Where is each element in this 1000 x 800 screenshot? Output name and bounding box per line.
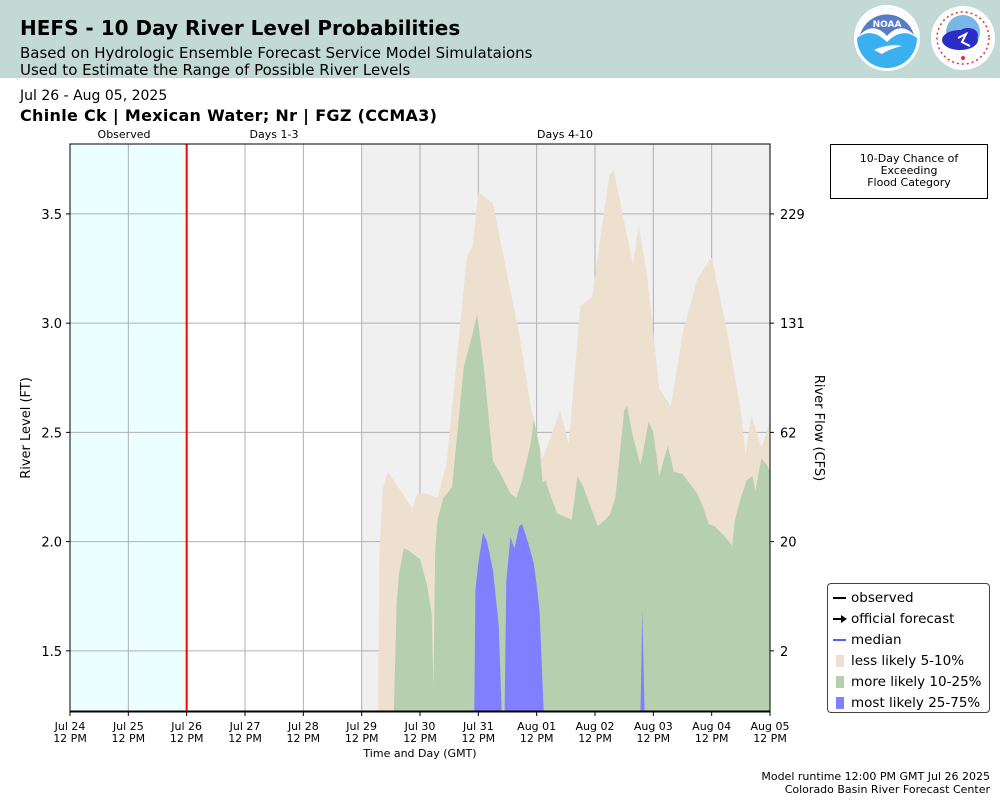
x-tick-label-date: Jul 25: [112, 720, 144, 733]
flood-box-line-3: Flood Category: [867, 176, 951, 189]
series-area-3: [640, 609, 645, 712]
forecast-center-note: Colorado Basin River Forecast Center: [784, 783, 990, 796]
y-tick-label: 2.5: [41, 426, 62, 441]
legend-item-observed: observed: [832, 587, 989, 608]
legend-item-median: median: [832, 629, 989, 650]
header-banner: HEFS - 10 Day River Level Probabilities …: [0, 0, 1000, 79]
x-tick-label-time: 12 PM: [637, 732, 671, 745]
legend-more-likely-patch-icon: [832, 675, 848, 689]
x-tick-label-time: 12 PM: [53, 732, 87, 745]
days-4-10-background: [361, 144, 770, 712]
x-tick-label-date: Jul 26: [170, 720, 202, 733]
page-subtitle-1: Based on Hydrologic Ensemble Forecast Se…: [20, 44, 533, 62]
y2-axis-label: River Flow (CFS): [811, 375, 826, 481]
legend-less-likely-patch-icon: [832, 654, 848, 668]
legend-label: less likely 5-10%: [851, 652, 965, 669]
x-tick-label-date: Aug 05: [751, 720, 790, 733]
legend-observed-line-icon: [832, 591, 848, 605]
flood-box-line-2: Exceeding: [880, 164, 938, 177]
plot-frame: [69, 143, 771, 713]
period-label-observed: Observed: [97, 128, 151, 141]
legend-item-official-forecast: official forecast: [832, 608, 989, 629]
period-label-days-4-10: Days 4-10: [537, 128, 593, 141]
y2-tick-label: 2: [780, 645, 788, 660]
x-tick-label-date: Jul 24: [54, 720, 86, 733]
x-tick-label-time: 12 PM: [345, 732, 379, 745]
y2-tick-label: 131: [780, 317, 805, 332]
station-name: Chinle Ck | Mexican Water; Nr | FGZ (CCM…: [20, 106, 438, 125]
x-tick-label-date: Aug 02: [576, 720, 615, 733]
series-area-1: [393, 314, 770, 712]
legend-label: official forecast: [851, 610, 955, 627]
y2-tick-label: 20: [780, 536, 797, 551]
legend-label: median: [851, 631, 902, 648]
x-tick-label-time: 12 PM: [520, 732, 554, 745]
x-tick-label-date: Jul 30: [404, 720, 436, 733]
y-tick-label: 2.0: [41, 536, 62, 551]
x-tick-label-date: Jul 28: [287, 720, 319, 733]
y-tick-label: 1.5: [41, 645, 62, 660]
svg-text:NOAA: NOAA: [873, 20, 902, 30]
x-tick-label-time: 12 PM: [578, 732, 612, 745]
y-axis-label: River Level (FT): [19, 377, 34, 479]
legend-item-most-likely: most likely 25-75%: [832, 692, 989, 713]
series-area-2: [474, 524, 654, 712]
legend-label: more likely 10-25%: [851, 673, 982, 690]
national-weather-service-icon: [931, 6, 995, 70]
x-axis-label: Time and Day (GMT): [362, 747, 476, 760]
legend-item-less-likely: less likely 5-10%: [832, 650, 989, 671]
legend-label: observed: [851, 589, 914, 606]
forecast-date-range: Jul 26 - Aug 05, 2025: [20, 88, 168, 104]
x-tick-label-time: 12 PM: [170, 732, 204, 745]
x-tick-label-time: 12 PM: [462, 732, 496, 745]
series-area-0: [378, 170, 770, 712]
period-label-days-1-3: Days 1-3: [249, 128, 299, 141]
x-tick-label-time: 12 PM: [403, 732, 437, 745]
y2-tick-label: 62: [780, 426, 797, 441]
y-tick-label: 3.0: [41, 317, 62, 332]
noaa-logo-icon: NOAA: [854, 5, 920, 71]
legend-most-likely-patch-icon: [832, 696, 848, 710]
legend-median-line-icon: [832, 633, 848, 647]
legend-label: most likely 25-75%: [851, 694, 981, 711]
x-tick-label-time: 12 PM: [112, 732, 146, 745]
x-tick-label-time: 12 PM: [287, 732, 321, 745]
flood-category-box: 10-Day Chance of Exceeding Flood Categor…: [830, 144, 988, 199]
x-tick-label-time: 12 PM: [695, 732, 729, 745]
y-tick-label: 3.5: [41, 208, 62, 223]
x-tick-label-time: 12 PM: [753, 732, 787, 745]
x-tick-label-date: Jul 29: [345, 720, 377, 733]
y2-tick-label: 229: [780, 208, 805, 223]
x-tick-label-date: Jul 31: [462, 720, 494, 733]
chart-legend: observed official forecast median less l…: [827, 583, 990, 713]
x-tick-label-time: 12 PM: [228, 732, 262, 745]
page-subtitle-2: Used to Estimate the Range of Possible R…: [20, 61, 411, 79]
observed-period-background: [70, 144, 187, 712]
x-tick-label-date: Aug 01: [517, 720, 556, 733]
page-title: HEFS - 10 Day River Level Probabilities: [20, 16, 461, 40]
x-tick-label-date: Aug 04: [692, 720, 731, 733]
legend-forecast-arrow-icon: [832, 612, 848, 626]
model-runtime-note: Model runtime 12:00 PM GMT Jul 26 2025: [761, 770, 990, 783]
legend-item-more-likely: more likely 10-25%: [832, 671, 989, 692]
flood-box-line-1: 10-Day Chance of: [859, 152, 959, 165]
x-tick-label-date: Jul 27: [229, 720, 261, 733]
x-tick-label-date: Aug 03: [634, 720, 673, 733]
